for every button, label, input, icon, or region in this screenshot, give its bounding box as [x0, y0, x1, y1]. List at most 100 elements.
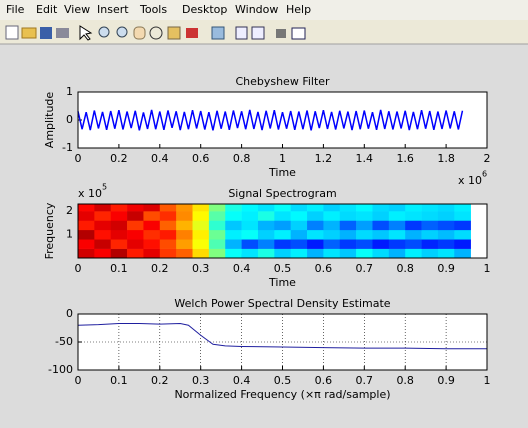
heatmap-cell	[323, 204, 341, 212]
show-tools-button[interactable]	[291, 27, 306, 40]
heatmap-cell	[143, 220, 161, 231]
heatmap-cell	[192, 204, 210, 212]
heatmap-cell	[110, 239, 128, 249]
menu-item[interactable]: View	[64, 3, 90, 16]
heatmap-cell	[372, 229, 390, 240]
x-tick-label: 0.4	[233, 374, 251, 387]
heatmap-cell	[241, 204, 259, 212]
heatmap-cell	[356, 229, 373, 240]
heatmap-cell	[78, 239, 95, 249]
heatmap-cell	[78, 204, 95, 212]
heatmap-cell	[127, 204, 144, 212]
heatmap-cell	[143, 204, 161, 212]
heatmap-cell	[307, 204, 324, 212]
brush-button[interactable]	[186, 28, 198, 38]
plot-frame	[77, 313, 488, 371]
y-multiplier: x 10	[78, 187, 102, 200]
heatmap-cell	[421, 211, 439, 221]
heatmap-cell	[225, 229, 242, 240]
zoom-out-button[interactable]	[116, 26, 128, 38]
heatmap-cell	[356, 239, 373, 249]
heatmap-cell	[225, 220, 242, 231]
x-tick-label: 0.6	[315, 374, 333, 387]
heatmap-cell	[192, 248, 210, 259]
heatmap-cell	[257, 220, 275, 231]
heatmap-cell	[372, 211, 390, 221]
heatmap-cell	[127, 211, 144, 221]
heatmap-cell	[323, 248, 341, 259]
heatmap-cell	[339, 239, 357, 249]
datacursor-button[interactable]	[167, 26, 181, 40]
hide-tools-button[interactable]	[276, 29, 286, 38]
colorbar-button[interactable]	[235, 26, 248, 40]
x-tick-label: 0.2	[151, 374, 169, 387]
new-button[interactable]	[5, 25, 19, 40]
heatmap-cell	[356, 220, 373, 231]
menu-item[interactable]: Desktop	[182, 3, 227, 16]
legend-button[interactable]	[251, 26, 265, 40]
plot-frame	[77, 203, 488, 259]
heatmap-cell	[241, 211, 259, 221]
heatmap-cell	[372, 204, 390, 212]
x-tick-label: 0.8	[233, 152, 251, 165]
heatmap-cell	[372, 220, 390, 231]
link-button[interactable]	[211, 26, 225, 40]
heatmap-cell	[454, 229, 471, 240]
pan-button[interactable]	[133, 26, 146, 40]
menu: File Edit View Insert Tools Desktop Window Help	[6, 3, 311, 16]
heatmap-cell	[159, 220, 177, 231]
save-button[interactable]	[40, 27, 52, 39]
x-tick-label: 0.4	[233, 262, 251, 275]
heatmap-cell	[372, 239, 390, 249]
zoom-in-button[interactable]	[98, 26, 110, 38]
x-axis-label: Time	[268, 166, 296, 179]
heatmap-cell	[208, 229, 226, 240]
heatmap-cell	[274, 229, 291, 240]
heatmap-cell	[307, 239, 324, 249]
heatmap-cell	[307, 220, 324, 231]
heatmap-cell	[454, 220, 471, 231]
x-tick-label: 0.6	[315, 262, 333, 275]
y-tick-label: -1	[62, 141, 73, 154]
heatmap-cell	[388, 204, 406, 212]
heatmap-cell	[110, 248, 128, 259]
y-multiplier-power: 5	[102, 183, 107, 192]
pointer-button[interactable]	[79, 25, 93, 41]
menu-item[interactable]: Edit	[36, 3, 58, 16]
heatmap-cell	[110, 211, 128, 221]
menu-item[interactable]: Tools	[139, 3, 167, 16]
menu-item[interactable]: Window	[235, 3, 278, 16]
heatmap-cell	[388, 211, 406, 221]
heatmap-cell	[290, 239, 308, 249]
x-tick-label: 0	[75, 152, 82, 165]
heatmap-cell	[421, 239, 439, 249]
x-tick-label: 0.7	[356, 262, 374, 275]
heatmap-cell	[290, 248, 308, 259]
rotate-button[interactable]	[149, 26, 163, 40]
print-button[interactable]	[56, 28, 69, 38]
x-tick-label: 0.9	[437, 262, 455, 275]
x-tick-label: 0.2	[151, 262, 169, 275]
chart-title: Welch Power Spectral Density Estimate	[174, 297, 390, 310]
menu-item[interactable]: Insert	[97, 3, 129, 16]
heatmap-cell	[192, 239, 210, 249]
heatmap-cell	[437, 220, 455, 231]
menu-item[interactable]: Help	[286, 3, 311, 16]
heatmap-cell	[290, 229, 308, 240]
heatmap-cell	[290, 204, 308, 212]
open-button[interactable]	[21, 27, 37, 39]
heatmap-cell	[192, 229, 210, 240]
heatmap-cell	[437, 239, 455, 249]
heatmap-cell	[94, 248, 112, 259]
heatmap-cell	[208, 248, 226, 259]
heatmap-cell	[143, 248, 161, 259]
y-tick-label: 1	[66, 228, 73, 241]
menu-item[interactable]: File	[6, 3, 25, 16]
heatmap-cell	[274, 248, 291, 259]
heatmap-cell	[110, 204, 128, 212]
heatmap-cell	[356, 204, 373, 212]
heatmap-cell	[421, 248, 439, 259]
heatmap-cell	[241, 220, 259, 231]
heatmap-cell	[307, 248, 324, 259]
